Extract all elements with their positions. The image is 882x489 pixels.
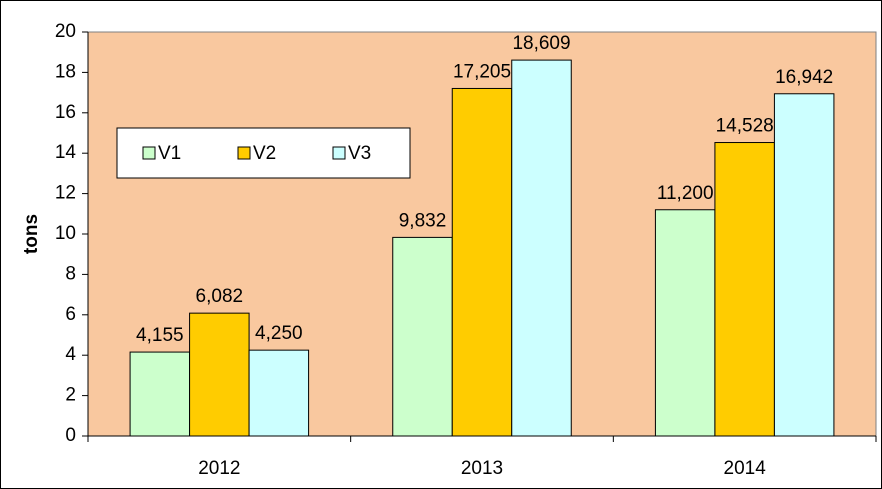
legend <box>116 127 411 179</box>
legend-label: V1 <box>158 143 181 164</box>
y-tick-label: 10 <box>55 223 76 244</box>
value-label: 4,155 <box>136 325 184 346</box>
y-tick-label: 14 <box>55 142 77 163</box>
legend-swatch <box>237 146 251 160</box>
value-label: 14,528 <box>716 116 774 137</box>
x-tick-label: 2012 <box>198 458 240 479</box>
x-tick-label: 2014 <box>724 458 767 479</box>
bar <box>189 312 250 437</box>
y-tick-label: 2 <box>65 385 76 406</box>
value-label: 16,942 <box>775 67 833 88</box>
y-tick-label: 6 <box>65 304 76 325</box>
bar <box>654 209 716 437</box>
legend-swatch <box>142 146 156 160</box>
value-label: 9,832 <box>399 210 447 231</box>
x-tick-label: 2013 <box>461 458 503 479</box>
value-label: 11,200 <box>657 183 714 204</box>
y-axis-label: tons <box>21 214 42 254</box>
bar <box>451 87 513 437</box>
value-label: 4,250 <box>255 323 303 344</box>
value-label: 18,609 <box>512 33 570 54</box>
bar <box>129 351 191 437</box>
y-tick-label: 16 <box>55 102 76 123</box>
bar <box>392 236 453 437</box>
value-label: 6,082 <box>196 286 244 307</box>
legend-label: V2 <box>253 143 276 164</box>
value-label: 17,205 <box>453 61 511 82</box>
y-tick-label: 12 <box>55 183 76 204</box>
bar <box>773 93 835 437</box>
bar <box>714 142 775 437</box>
y-tick-label: 20 <box>55 21 76 42</box>
y-tick-label: 8 <box>65 263 76 284</box>
y-tick-label: 18 <box>55 61 76 82</box>
y-tick-label: 0 <box>65 425 76 446</box>
bar <box>248 349 310 437</box>
legend-swatch <box>332 146 346 160</box>
legend-label: V3 <box>348 143 371 164</box>
y-tick-label: 4 <box>65 344 76 365</box>
bar <box>511 59 572 437</box>
